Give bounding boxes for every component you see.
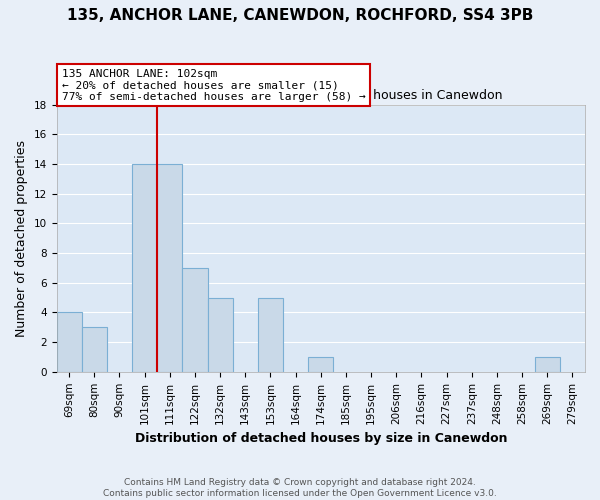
Bar: [56, 312, 82, 372]
Bar: [535, 357, 560, 372]
Bar: [208, 298, 233, 372]
Bar: [82, 328, 107, 372]
Bar: [182, 268, 208, 372]
Bar: [157, 164, 182, 372]
Text: Contains HM Land Registry data © Crown copyright and database right 2024.
Contai: Contains HM Land Registry data © Crown c…: [103, 478, 497, 498]
Title: Size of property relative to detached houses in Canewdon: Size of property relative to detached ho…: [139, 89, 503, 102]
Bar: [132, 164, 157, 372]
Text: 135 ANCHOR LANE: 102sqm
← 20% of detached houses are smaller (15)
77% of semi-de: 135 ANCHOR LANE: 102sqm ← 20% of detache…: [62, 68, 365, 102]
Bar: [308, 357, 334, 372]
Text: 135, ANCHOR LANE, CANEWDON, ROCHFORD, SS4 3PB: 135, ANCHOR LANE, CANEWDON, ROCHFORD, SS…: [67, 8, 533, 22]
Bar: [258, 298, 283, 372]
Y-axis label: Number of detached properties: Number of detached properties: [15, 140, 28, 336]
X-axis label: Distribution of detached houses by size in Canewdon: Distribution of detached houses by size …: [134, 432, 507, 445]
